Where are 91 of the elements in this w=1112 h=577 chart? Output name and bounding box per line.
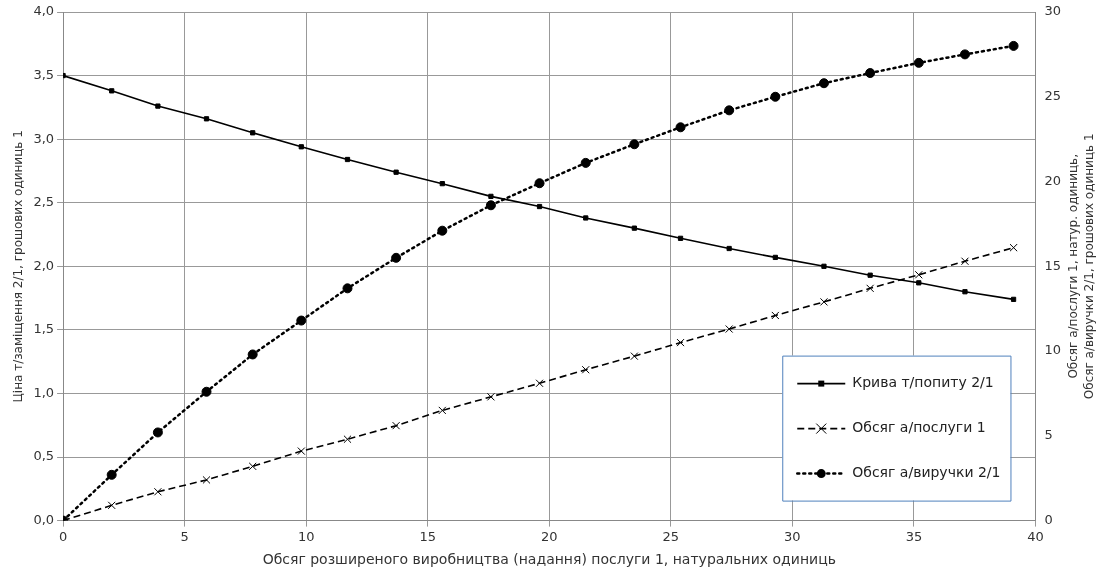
point: [248, 462, 257, 471]
point: [821, 263, 827, 269]
point: [343, 435, 352, 444]
point: [630, 352, 639, 361]
point: [631, 225, 637, 231]
point: [962, 289, 968, 295]
point: [296, 315, 307, 326]
point: [342, 283, 353, 294]
point: [725, 324, 734, 334]
point: [581, 365, 590, 374]
y2-tick-label: 15: [1044, 257, 1061, 273]
y-tick-label: 1,0: [33, 384, 55, 400]
point: [818, 78, 829, 89]
point: [203, 116, 210, 122]
y-tick-label: 1,5: [33, 321, 55, 337]
x-tick-label: 30: [784, 528, 801, 544]
y-axis-title: Ціна т/заміщення 2/1, грошових одиниць 1: [11, 130, 26, 403]
x-axis-title: Обсяг розширеного виробництва (надання) послуги 1, натуральних одиниць: [262, 551, 836, 568]
y2-axis-title: Обсяг а/послуги 1, натур. одиниць, Обсяг а/виручки 2/1, грошових одиниць 1: [1066, 133, 1097, 400]
point: [438, 406, 447, 415]
point: [535, 379, 544, 388]
point: [583, 215, 589, 221]
point: [536, 203, 543, 210]
point: [153, 487, 162, 496]
y2-tick-label: 5: [1044, 427, 1053, 443]
point: [960, 257, 969, 266]
y-tick-label: 3,5: [33, 66, 55, 82]
point: [437, 225, 448, 236]
point: [201, 386, 212, 397]
x-tick-label: 0: [58, 528, 68, 544]
point: [439, 181, 445, 187]
point: [675, 122, 686, 133]
y-tick-label: 0,5: [33, 448, 55, 464]
point: [247, 349, 258, 360]
x-tick-label: 20: [540, 528, 558, 544]
y2-tick-label: 20: [1044, 172, 1061, 188]
x-tick-label: 25: [662, 528, 680, 544]
y-tick-label: 3,0: [33, 130, 55, 146]
point: [488, 193, 494, 199]
point: [772, 254, 778, 261]
point: [580, 157, 591, 168]
x-tick-label: 35: [905, 528, 923, 544]
point: [959, 49, 970, 60]
point: [392, 421, 401, 430]
point: [250, 130, 256, 136]
y2-tick-label: 25: [1044, 88, 1061, 104]
point: [297, 447, 306, 456]
point: [109, 88, 115, 94]
point: [629, 139, 640, 150]
x-tick-label: 15: [419, 528, 436, 544]
point: [344, 156, 351, 163]
point: [726, 245, 732, 252]
point: [867, 272, 873, 278]
point: [1008, 40, 1019, 51]
legend-label: Обсяг а/послуги 1: [852, 419, 986, 436]
x-tick-label: 40: [1027, 528, 1044, 544]
point: [676, 338, 685, 347]
point: [866, 284, 875, 293]
point: [913, 57, 924, 68]
point: [1009, 243, 1018, 252]
point: [486, 392, 495, 401]
point: [865, 68, 876, 79]
point: [393, 169, 399, 175]
point: [724, 105, 735, 116]
point: [770, 91, 781, 102]
point: [106, 469, 117, 480]
point: [916, 280, 922, 286]
point: [534, 178, 545, 189]
y-tick-label: 4,0: [33, 3, 55, 19]
point: [819, 297, 828, 306]
point: [298, 144, 304, 150]
y-tick-label: 0,0: [33, 511, 55, 527]
y2-tick-label: 10: [1044, 342, 1061, 358]
point: [914, 270, 923, 279]
point: [771, 311, 780, 320]
point: [152, 427, 163, 438]
point: [485, 200, 496, 211]
legend-label: Обсяг а/виручки 2/1: [852, 464, 1001, 481]
y2-tick-label: 30: [1044, 3, 1061, 19]
legend-label: Крива т/попиту 2/1: [852, 374, 994, 391]
point: [155, 103, 161, 109]
point: [1010, 296, 1017, 302]
point: [677, 235, 684, 241]
point: [107, 501, 116, 510]
point: [202, 475, 211, 484]
y-tick-label: 2,5: [33, 194, 55, 210]
x-tick-label: 10: [297, 528, 315, 544]
y-tick-label: 2,0: [33, 257, 55, 273]
point: [391, 252, 402, 263]
y2-tick-label: 0: [1044, 511, 1053, 527]
x-tick-label: 5: [180, 528, 189, 544]
